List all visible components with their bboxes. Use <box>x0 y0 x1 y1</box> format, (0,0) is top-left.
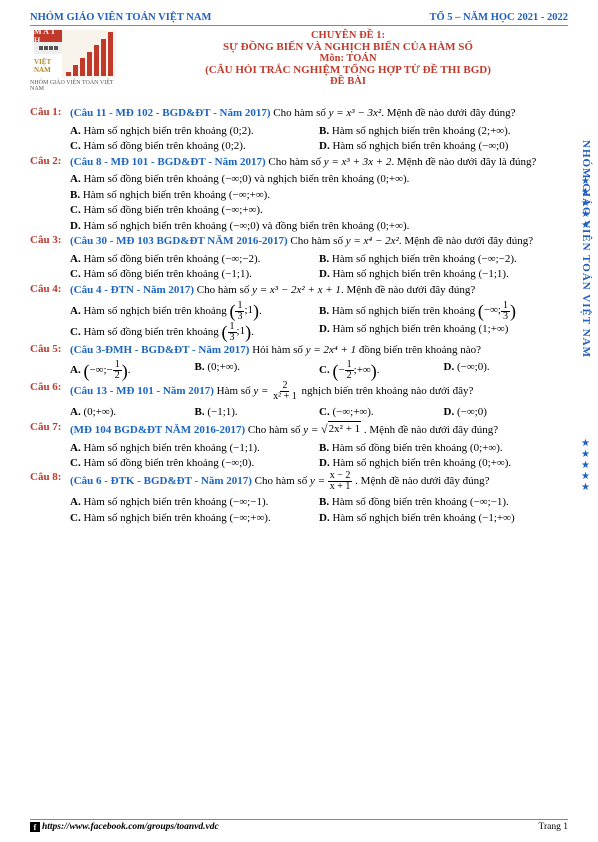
footer: fhttps://www.facebook.com/groups/toanvd.… <box>30 819 568 832</box>
q4-body: (Câu 4 - ĐTN - Năm 2017) Cho hàm số y = … <box>70 283 568 298</box>
q1-body: (Câu 11 - MĐ 102 - BGD&ĐT - Năm 2017) Ch… <box>70 106 568 121</box>
q8-src: (Câu 6 - ĐTK - BGD&ĐT - Năm 2017) <box>70 475 252 487</box>
q5-answers: A. (−∞;−12). B. (0;+∞). C. (−12;+∞). D. … <box>70 360 568 381</box>
q1: Câu 1: (Câu 11 - MĐ 102 - BGD&ĐT - Năm 2… <box>30 106 568 121</box>
logo-squares <box>34 42 62 54</box>
q3: Câu 3: (Câu 30 - MĐ 103 BGD&ĐT NĂM 2016-… <box>30 234 568 249</box>
q3-label: Câu 3: <box>30 234 70 249</box>
title-line4: (CÂU HỎI TRẮC NGHIỆM TỔNG HỢP TỪ ĐỀ THI … <box>128 64 568 76</box>
title-line3: Môn: TOÁN <box>128 53 568 64</box>
logo-title-row: M A T H VIỆT NAM NHÓM GIÁO VIÊN TOÁN VIỆ… <box>30 30 568 100</box>
title-line1: CHUYÊN ĐỀ 1: <box>128 30 568 41</box>
facebook-icon: f <box>30 822 40 832</box>
q1-answers: A. Hàm số nghịch biến trên khoảng (0;2).… <box>70 124 568 155</box>
q7: Câu 7: (MĐ 104 BGD&ĐT NĂM 2016-2017) Cho… <box>30 421 568 438</box>
q7-answers: A. Hàm số nghịch biến trên khoảng (−1;1)… <box>70 441 568 472</box>
q1-src: (Câu 11 - MĐ 102 - BGD&ĐT - Năm 2017) <box>70 107 271 119</box>
q7-body: (MĐ 104 BGD&ĐT NĂM 2016-2017) Cho hàm số… <box>70 421 568 438</box>
q6-label: Câu 6: <box>30 381 70 402</box>
q1-label: Câu 1: <box>30 106 70 121</box>
logo: M A T H VIỆT NAM NHÓM GIÁO VIÊN TOÁN VIỆ… <box>30 30 120 100</box>
q3-src: (Câu 30 - MĐ 103 BGD&ĐT NĂM 2016-2017) <box>70 235 288 247</box>
q4: Câu 4: (Câu 4 - ĐTN - Năm 2017) Cho hàm … <box>30 283 568 298</box>
q5-label: Câu 5: <box>30 343 70 358</box>
title-line5: ĐỀ BÀI <box>128 76 568 87</box>
q5-body: (Câu 3-ĐMH - BGD&ĐT - Năm 2017) Hỏi hàm … <box>70 343 568 358</box>
page-root: NHÓM GIÁO VIÊN TOÁN VIỆT NAM TỔ 5 – NĂM … <box>0 0 598 842</box>
q7-src: (MĐ 104 BGD&ĐT NĂM 2016-2017) <box>70 424 245 436</box>
q2: Câu 2: (Câu 8 - MĐ 101 - BGD&ĐT - Năm 20… <box>30 155 568 170</box>
q6-src: (Câu 13 - MĐ 101 - Năm 2017) <box>70 385 214 397</box>
title-line2: SỰ ĐỒNG BIẾN VÀ NGHỊCH BIẾN CỦA HÀM SỐ <box>128 41 568 53</box>
q7-label: Câu 7: <box>30 421 70 438</box>
logo-vn: VIỆT NAM <box>34 54 62 78</box>
stars-top: ★★★★★ <box>581 176 590 231</box>
questions: Câu 1: (Câu 11 - MĐ 102 - BGD&ĐT - Năm 2… <box>30 106 568 526</box>
q2-body: (Câu 8 - MĐ 101 - BGD&ĐT - Năm 2017) Cho… <box>70 155 568 170</box>
q6-body: (Câu 13 - MĐ 101 - Năm 2017) Hàm số y = … <box>70 381 568 402</box>
q4-answers: A. Hàm số nghịch biến trên khoảng (13;1)… <box>70 301 568 343</box>
q8: Câu 8: (Câu 6 - ĐTK - BGD&ĐT - Năm 2017)… <box>30 471 568 492</box>
q5-src: (Câu 3-ĐMH - BGD&ĐT - Năm 2017) <box>70 344 249 356</box>
logo-math: M A T H <box>34 30 62 42</box>
q8-body: (Câu 6 - ĐTK - BGD&ĐT - Năm 2017) Cho hà… <box>70 471 568 492</box>
q3-body: (Câu 30 - MĐ 103 BGD&ĐT NĂM 2016-2017) C… <box>70 234 568 249</box>
header-right: TỔ 5 – NĂM HỌC 2021 - 2022 <box>429 12 568 23</box>
q3-answers: A. Hàm số đồng biến trên khoảng (−∞;−2).… <box>70 252 568 283</box>
logo-chart <box>62 30 116 78</box>
header-left: NHÓM GIÁO VIÊN TOÁN VIỆT NAM <box>30 12 211 23</box>
side-vertical-text: NHÓM GIÁO VIÊN TOÁN VIỆT NAM <box>580 140 592 358</box>
logo-caption: NHÓM GIÁO VIÊN TOÁN VIỆT NAM <box>30 80 120 92</box>
q4-label: Câu 4: <box>30 283 70 298</box>
stars-bot: ★★★★★ <box>581 438 590 493</box>
footer-url: fhttps://www.facebook.com/groups/toanvd.… <box>30 822 219 832</box>
footer-page: Trang 1 <box>539 822 568 832</box>
q8-answers: A. Hàm số nghịch biến trên khoảng (−∞;−1… <box>70 495 568 526</box>
q2-answers: A. Hàm số đồng biến trên khoảng (−∞;0) v… <box>70 172 568 234</box>
q2-label: Câu 2: <box>30 155 70 170</box>
q8-label: Câu 8: <box>30 471 70 492</box>
q4-src: (Câu 4 - ĐTN - Năm 2017) <box>70 284 194 296</box>
title-block: CHUYÊN ĐỀ 1: SỰ ĐỒNG BIẾN VÀ NGHỊCH BIẾN… <box>128 30 568 100</box>
q5: Câu 5: (Câu 3-ĐMH - BGD&ĐT - Năm 2017) H… <box>30 343 568 358</box>
q6-answers: A. (0;+∞). B. (−1;1). C. (−∞;+∞). D. (−∞… <box>70 405 568 420</box>
q6: Câu 6: (Câu 13 - MĐ 101 - Năm 2017) Hàm … <box>30 381 568 402</box>
top-header: NHÓM GIÁO VIÊN TOÁN VIỆT NAM TỔ 5 – NĂM … <box>30 12 568 26</box>
q2-src: (Câu 8 - MĐ 101 - BGD&ĐT - Năm 2017) <box>70 156 266 168</box>
